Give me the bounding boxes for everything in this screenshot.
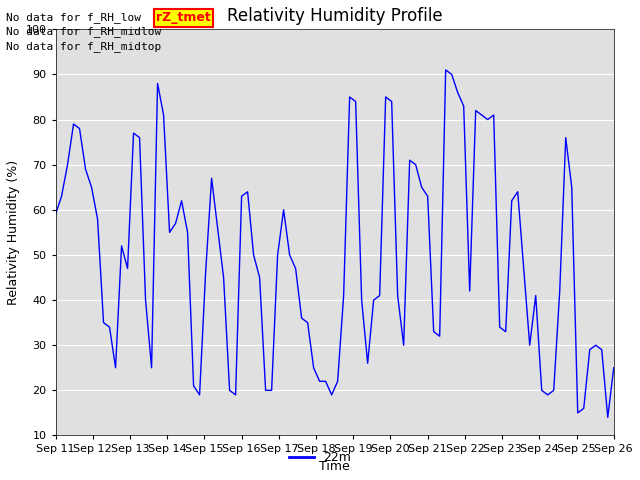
Title: Relativity Humidity Profile: Relativity Humidity Profile [227,7,442,25]
X-axis label: Time: Time [319,460,350,473]
Text: No data for f_RH_midlow: No data for f_RH_midlow [6,26,162,37]
Text: No data for f_RH_midtop: No data for f_RH_midtop [6,41,162,52]
Text: No data for f_RH_low: No data for f_RH_low [6,12,141,23]
Y-axis label: Relativity Humidity (%): Relativity Humidity (%) [7,160,20,305]
Text: rZ_tmet: rZ_tmet [156,11,211,24]
Legend: 22m: 22m [284,446,356,469]
